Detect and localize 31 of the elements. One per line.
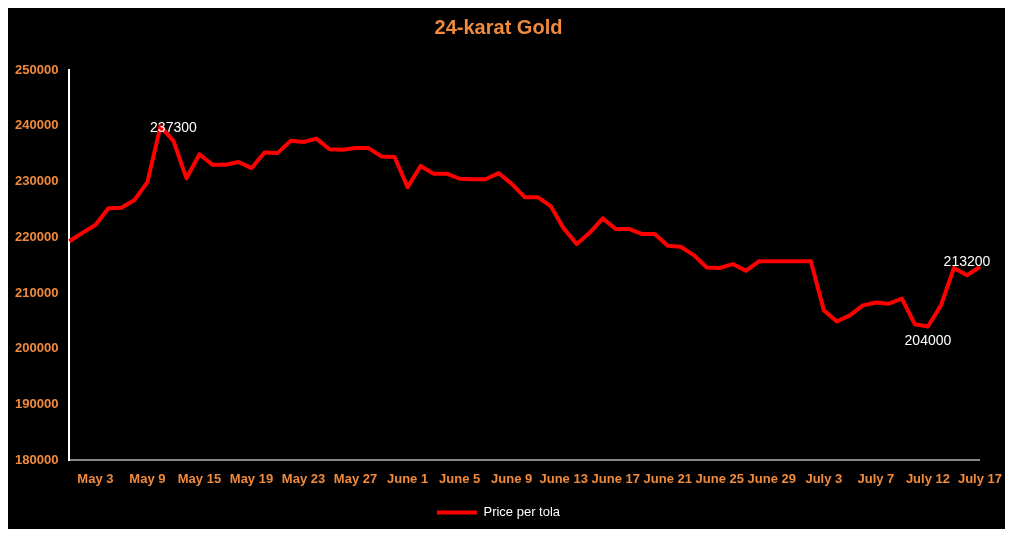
x-tick-label: May 23 bbox=[281, 470, 326, 486]
x-tick-label: July 3 bbox=[805, 470, 843, 486]
x-tick-label: June 21 bbox=[643, 470, 692, 486]
y-tick-label: 240000 bbox=[14, 117, 59, 133]
x-tick-label: July 12 bbox=[905, 470, 950, 486]
x-tick-label: June 29 bbox=[747, 470, 797, 486]
x-tick-label: June 5 bbox=[439, 470, 481, 486]
x-tick-label: July 7 bbox=[857, 470, 895, 486]
x-tick-label: May 3 bbox=[77, 470, 114, 486]
y-tick-label: 180000 bbox=[14, 451, 59, 467]
x-tick-label: June 1 bbox=[387, 470, 429, 486]
y-tick-label: 230000 bbox=[14, 173, 59, 189]
y-tick-label: 190000 bbox=[14, 396, 59, 412]
x-tick-label: May 19 bbox=[229, 470, 274, 486]
x-tick-label: June 13 bbox=[539, 470, 588, 486]
x-tick-label: June 9 bbox=[491, 470, 533, 486]
y-tick-label: 200000 bbox=[14, 340, 59, 356]
data-label: 237300 bbox=[150, 118, 198, 135]
y-tick-label: 250000 bbox=[14, 61, 59, 77]
x-tick-label: May 27 bbox=[333, 470, 378, 486]
chart-title: 24-karat Gold bbox=[434, 15, 563, 38]
x-tick-label: June 25 bbox=[695, 470, 744, 486]
x-tick-label: June 17 bbox=[591, 470, 640, 486]
legend-label: Price per tola bbox=[483, 504, 561, 520]
y-tick-label: 210000 bbox=[14, 284, 59, 300]
x-tick-label: May 9 bbox=[129, 470, 166, 486]
x-tick-label: May 15 bbox=[177, 470, 222, 486]
y-tick-label: 220000 bbox=[14, 228, 59, 244]
x-tick-label: July 17 bbox=[957, 470, 1002, 486]
data-label: 204000 bbox=[904, 332, 952, 349]
data-label: 213200 bbox=[943, 253, 991, 270]
